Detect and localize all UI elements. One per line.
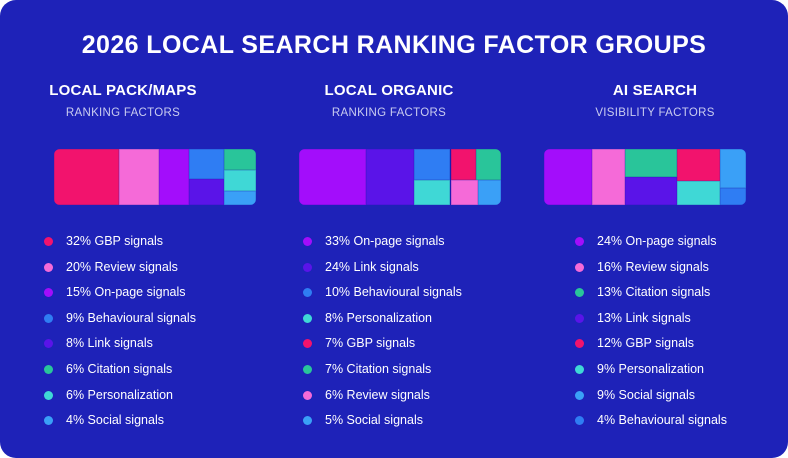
column-title: LOCAL ORGANIC — [324, 82, 454, 99]
treemap-cell-on-page-signals — [299, 149, 366, 205]
legend-dot — [44, 339, 53, 349]
legend-dot — [303, 288, 312, 298]
treemap-cell-on-page-signals — [544, 149, 593, 205]
treemap-cell-social-signals — [719, 149, 746, 188]
legend-dot — [303, 364, 312, 374]
legend-dot — [575, 390, 584, 400]
legend-label: 24% Link signals — [325, 259, 419, 274]
legend-label: 7% Citation signals — [325, 361, 432, 376]
treemap — [299, 149, 501, 205]
legend-dot — [303, 416, 312, 426]
treemap-cell-social-signals — [223, 191, 256, 205]
treemap-cell-personalization — [414, 180, 451, 205]
treemap-cell-gbp-signals — [677, 149, 720, 181]
legend-dot — [575, 364, 584, 374]
legend-label: 33% On-page signals — [325, 234, 445, 248]
treemap-cell-link-signals — [624, 177, 678, 205]
treemap — [544, 149, 746, 205]
treemap-cell-personalization — [223, 170, 256, 191]
legend-label: 15% On-page signals — [66, 285, 186, 300]
column-subtitle: VISIBILITY FACTORS — [595, 107, 715, 119]
legend-dot — [303, 339, 312, 349]
legend-dot — [44, 288, 53, 298]
treemap-cell-on-page-signals — [159, 149, 190, 205]
legend-label: 12% GBP signals — [597, 336, 695, 351]
legend-label: 9% Behavioural signals — [66, 310, 196, 325]
legend-dot — [575, 416, 584, 426]
legend-dot — [575, 262, 584, 272]
legend-label: 6% Personalization — [66, 387, 174, 402]
treemap-cell-gbp-signals — [54, 149, 119, 205]
legend-dot — [575, 313, 584, 323]
legend-label: 10% Behavioural signals — [325, 285, 462, 300]
treemap — [54, 149, 256, 205]
legend-dot — [575, 339, 584, 349]
legend-dot — [303, 390, 312, 400]
legend-dot — [303, 237, 312, 246]
column-subtitle: RANKING FACTORS — [65, 107, 181, 119]
legend-label: 8% Personalization — [325, 310, 433, 325]
legend-dot — [303, 313, 312, 323]
legend-dot — [44, 237, 53, 246]
treemap-cell-gbp-signals — [450, 149, 476, 181]
treemap-cell-link-signals — [189, 178, 224, 205]
legend-dot — [575, 237, 584, 246]
legend-label: 9% Personalization — [597, 361, 705, 376]
legend-dot — [44, 262, 53, 272]
legend-dot — [303, 262, 312, 272]
page-title: 2026 LOCAL SEARCH RANKING FACTOR GROUPS — [81, 31, 707, 59]
legend-label: 4% Social signals — [66, 413, 164, 428]
legend-label: 16% Review signals — [597, 259, 709, 274]
treemap-cell-review-signals — [450, 180, 479, 205]
legend-label: 7% GBP signals — [325, 336, 416, 351]
legend-label: 13% Citation signals — [597, 285, 711, 300]
treemap-cell-review-signals — [592, 149, 625, 205]
treemap-cell-behavioural-signals — [189, 149, 224, 179]
legend-dot — [44, 416, 53, 426]
legend-label: 24% On-page signals — [597, 234, 717, 248]
treemap-cell-citation-signals — [624, 149, 678, 177]
legend-label: 6% Citation signals — [66, 361, 173, 376]
legend-label: 32% GBP signals — [66, 234, 164, 248]
legend-label: 4% Behavioural signals — [597, 413, 727, 428]
column-title: LOCAL PACK/MAPS — [49, 82, 197, 99]
treemap-cell-social-signals — [478, 180, 501, 205]
legend-dot — [44, 313, 53, 323]
treemap-cell-link-signals — [365, 149, 415, 205]
legend-dot — [44, 390, 53, 400]
legend-label: 6% Review signals — [325, 387, 430, 402]
legend-dot — [575, 288, 584, 298]
legend-label: 8% Link signals — [66, 336, 153, 351]
column-subtitle: RANKING FACTORS — [331, 107, 447, 119]
legend-label: 13% Link signals — [597, 310, 691, 325]
treemap-cell-review-signals — [118, 149, 160, 205]
column-title: AI SEARCH — [612, 82, 698, 99]
treemap-cell-citation-signals — [475, 149, 501, 181]
legend-label: 9% Social signals — [597, 387, 695, 402]
treemap-cell-behavioural-signals — [719, 187, 746, 205]
legend-label: 5% Social signals — [325, 413, 423, 428]
treemap-cell-behavioural-signals — [414, 149, 451, 181]
legend-label: 20% Review signals — [66, 259, 178, 274]
legend-dot — [44, 364, 53, 374]
treemap-cell-citation-signals — [223, 149, 256, 170]
treemap-cell-personalization — [677, 181, 720, 205]
